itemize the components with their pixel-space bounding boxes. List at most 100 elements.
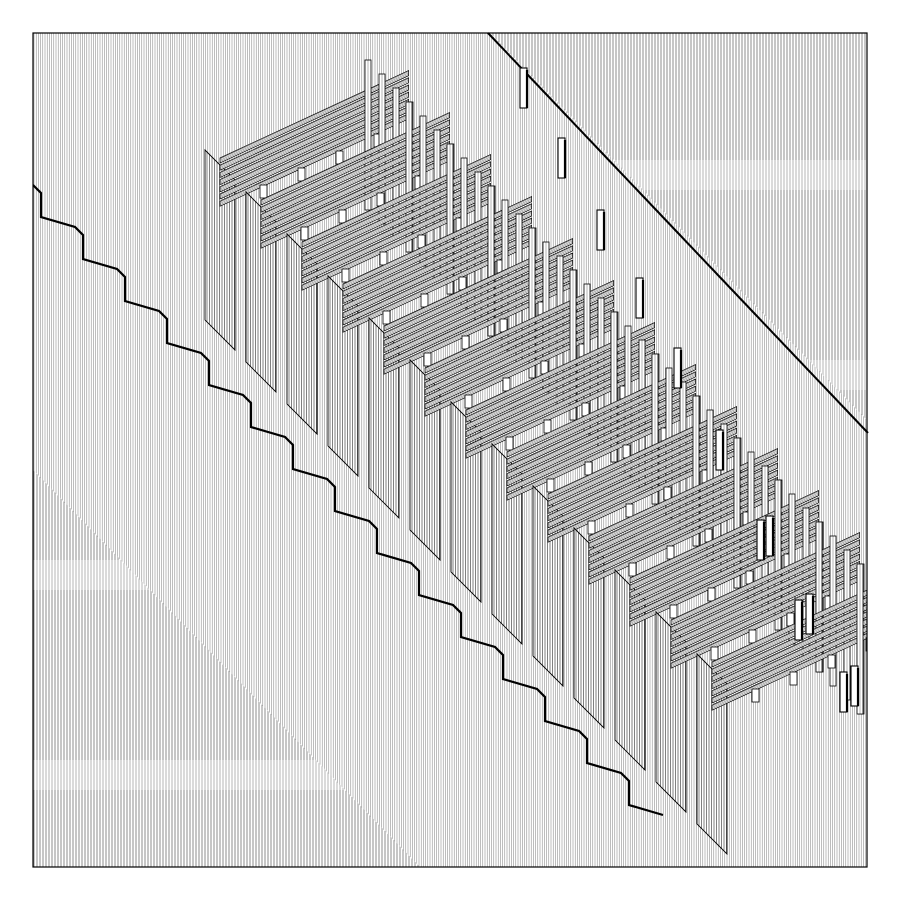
module-slat-grain (260, 156, 450, 247)
module-slat-grain (424, 317, 614, 408)
stack-module (696, 563, 867, 856)
module-face-hatch (657, 614, 686, 812)
module-block (745, 570, 754, 585)
module-block (300, 226, 309, 241)
module-block (461, 335, 470, 350)
module-slat-grain (465, 366, 655, 457)
module-block (707, 587, 716, 602)
module-slat-grain (670, 562, 860, 653)
module-block (584, 461, 593, 476)
module-block (417, 234, 426, 249)
module-slat-grain (342, 219, 532, 310)
module-face-hatch (452, 404, 481, 602)
module-block (505, 436, 514, 451)
module-slat-grain (670, 540, 860, 631)
module-slat-grain (629, 527, 819, 618)
module-slat-grain (260, 135, 450, 226)
module-block (540, 360, 549, 375)
module-slat-grain (465, 359, 655, 450)
module-slat-grain (301, 198, 491, 289)
module-face-hatch (247, 194, 276, 392)
module-face-hatch (288, 236, 317, 434)
module-slat-grain (219, 71, 409, 162)
module-slat-grain (301, 169, 491, 261)
module-block (464, 394, 473, 409)
module-block (786, 612, 795, 627)
module-slat-grain (547, 429, 737, 520)
module-slat-grain (588, 463, 778, 555)
module-slat-grain (547, 436, 737, 527)
drawing-area (33, 33, 867, 867)
right-edge-posts (487, 32, 869, 713)
module-slat-grain (219, 114, 409, 205)
module-face-hatch (493, 446, 522, 644)
stack-module (286, 143, 496, 436)
module-block (789, 671, 798, 686)
module-slat-grain (629, 534, 819, 625)
module-slat-grain (506, 372, 696, 463)
module-block (376, 192, 385, 207)
module-face-hatch (329, 278, 358, 476)
stack-modules (33, 59, 867, 856)
module-slat-grain (506, 394, 696, 485)
module-slat-grain (629, 513, 819, 604)
module-slat-grain (260, 120, 450, 211)
module-slat-grain (465, 330, 655, 421)
module-slat-grain (219, 100, 409, 191)
module-slat-grain (588, 456, 778, 547)
module-block (827, 654, 836, 669)
module-face-hatch (616, 572, 645, 770)
module-slat-grain (424, 303, 614, 394)
module-block (379, 251, 388, 266)
module-face-hatch (206, 152, 235, 350)
module-slat-grain (260, 127, 450, 219)
module-face-hatch (698, 656, 727, 854)
module-block (420, 293, 429, 308)
module-slat-grain (383, 253, 573, 345)
module-slat-grain (711, 612, 867, 688)
module-block (335, 150, 344, 165)
module-block (748, 629, 757, 644)
module-slat-grain (383, 246, 573, 337)
module-slat-grain (711, 627, 867, 702)
module-block (669, 604, 678, 619)
module-slat-grain (424, 324, 614, 415)
module-block (499, 318, 508, 333)
module-slat-grain (629, 505, 819, 597)
module-slat-grain (547, 421, 737, 513)
module-slat-grain (301, 155, 491, 246)
module-slat-grain (465, 323, 655, 414)
module-slat-grain (219, 107, 409, 198)
module-slat-grain (547, 443, 737, 534)
module-slat-grain (506, 379, 696, 471)
module-slat-grain (260, 142, 450, 233)
module-block (663, 486, 672, 501)
module-slat-grain (670, 576, 860, 667)
module-slat-grain (629, 520, 819, 611)
left-stepped-edge (33, 184, 664, 817)
module-slat-grain (342, 197, 532, 288)
module-slat-grain (301, 177, 491, 268)
module-slat-grain (547, 450, 737, 541)
module-slat-grain (301, 184, 491, 275)
module-block (704, 528, 713, 543)
stack-module (532, 395, 742, 688)
module-slat-grain (342, 211, 532, 303)
module-slat-grain (670, 533, 860, 624)
module-block (751, 688, 760, 703)
module-slat-grain (465, 337, 655, 429)
module-slat-grain (260, 113, 450, 204)
module-slat-grain (383, 268, 573, 359)
module-slat-grain (629, 498, 819, 589)
module-slat-grain (588, 471, 778, 562)
module-slat-grain (219, 85, 409, 177)
module-block (259, 184, 268, 199)
module-slat-grain (588, 492, 778, 583)
module-slat-grain (465, 352, 655, 443)
module-slat-grain (588, 485, 778, 576)
module-slat-grain (465, 345, 655, 436)
module-slat-grain (670, 547, 860, 639)
module-block (423, 352, 432, 367)
module-block (546, 478, 555, 493)
stack-module (491, 353, 701, 646)
